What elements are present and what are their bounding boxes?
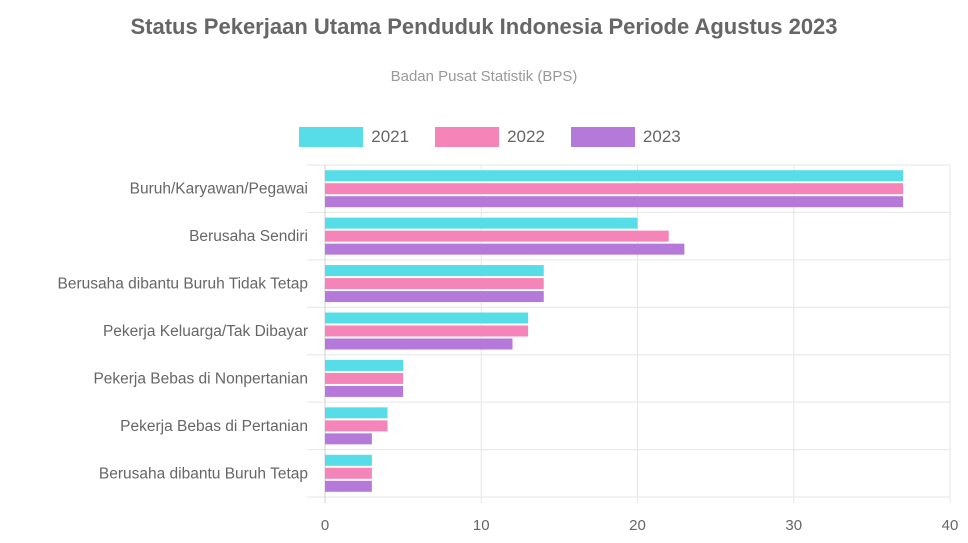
category-label: Pekerja Keluarga/Tak Dibayar [103,323,308,340]
chart-title: Status Pekerjaan Utama Penduduk Indonesi… [130,14,838,39]
category-label: Berusaha Sendiri [189,228,308,245]
x-tick-label: 0 [321,517,329,534]
bar-2021 [325,359,404,371]
bar-2022 [325,467,372,479]
x-tick-label: 20 [629,517,646,534]
legend-swatch [299,127,364,147]
x-tick-label: 30 [785,517,802,534]
legend-label: 2022 [507,127,545,146]
category-label: Berusaha dibantu Buruh Tidak Tetap [58,276,308,293]
legend-swatch [570,127,635,147]
bar-2023 [325,385,404,397]
bar-2021 [325,312,529,324]
bar-2023 [325,196,904,208]
category-label: Pekerja Bebas di Nonpertanian [93,370,308,387]
chart-subtitle: Badan Pusat Statistik (BPS) [390,68,578,85]
bar-2023 [325,291,544,303]
legend-item-2021[interactable]: 2021 [299,127,409,147]
bar-2022 [325,325,529,337]
x-tick-label: 10 [473,517,490,534]
bar-2023 [325,243,685,255]
bar-2023 [325,480,372,492]
category-label: Berusaha dibantu Buruh Tetap [99,465,308,482]
bar-2023 [325,338,513,350]
bar-2021 [325,217,638,229]
bar-2021 [325,265,544,277]
legend-item-2022[interactable]: 2022 [435,127,545,147]
category-label: Pekerja Bebas di Pertanian [120,418,308,435]
bar-2022 [325,278,544,290]
legend: 2021 2022 2023 [0,127,968,147]
category-label: Buruh/Karyawan/Pegawai [130,181,308,198]
bar-2021 [325,407,388,419]
legend-swatch [435,127,500,147]
x-tick-label: 40 [942,517,959,534]
bar-2021 [325,454,372,466]
bar-2021 [325,170,904,182]
bar-2022 [325,420,388,432]
bar-2022 [325,183,904,195]
bar-2023 [325,433,372,445]
bar-2022 [325,372,404,384]
legend-label: 2023 [642,127,681,146]
legend-item-2023[interactable]: 2023 [570,127,681,147]
bar-2022 [325,230,669,242]
legend-label: 2021 [371,127,410,146]
